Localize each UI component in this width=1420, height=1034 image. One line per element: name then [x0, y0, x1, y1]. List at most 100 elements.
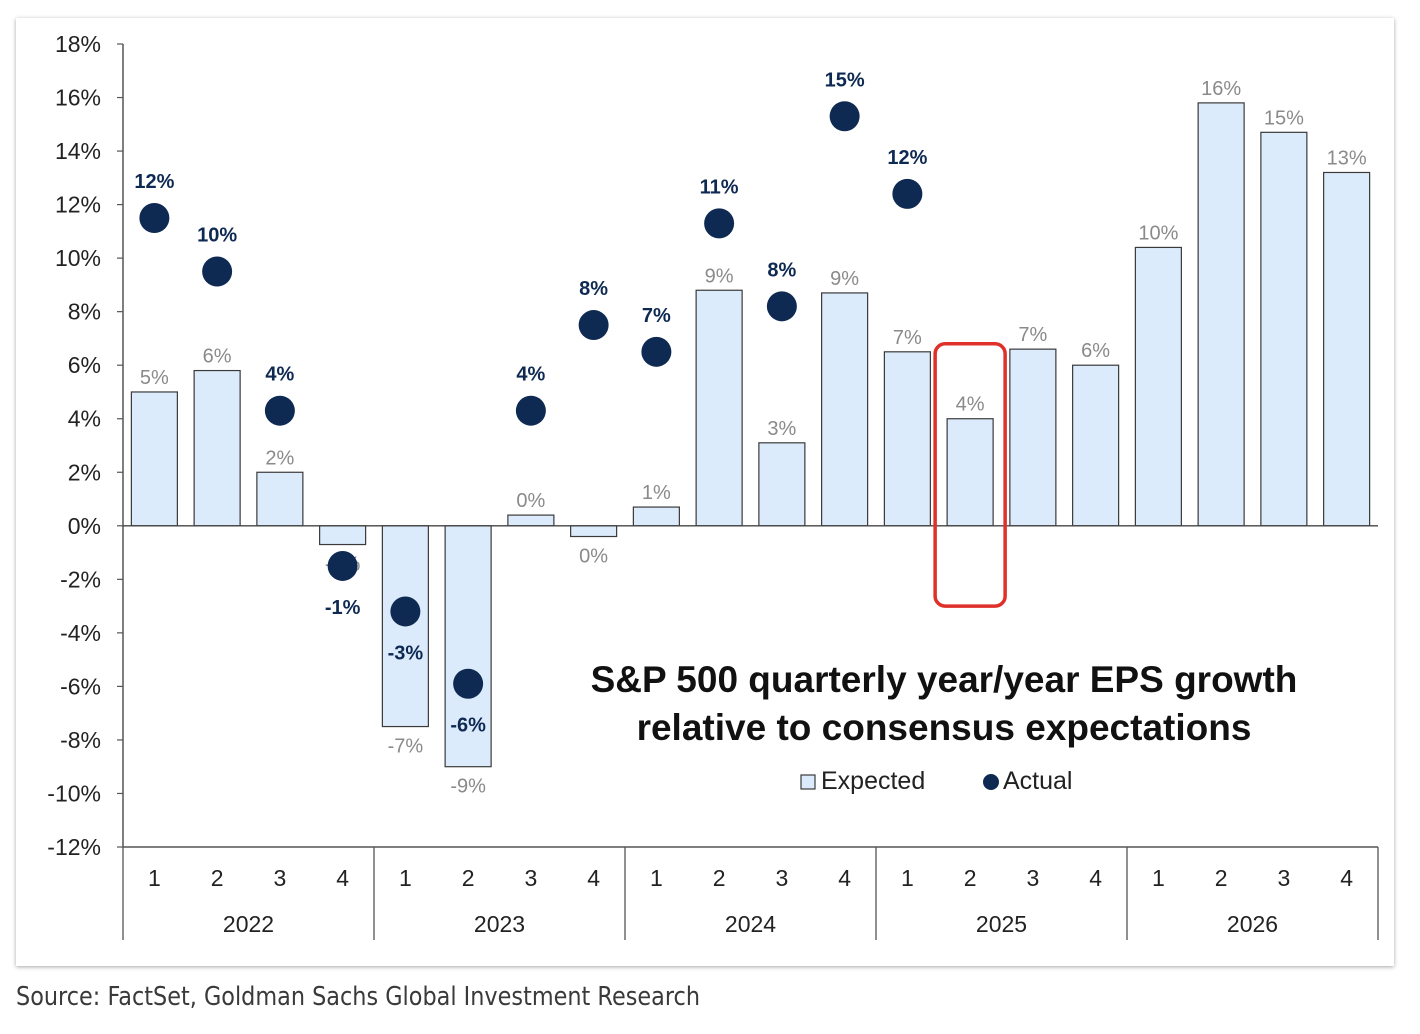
x-tick-label: 2 — [462, 865, 475, 891]
expected-data-label: 0% — [579, 546, 608, 568]
expected-data-label: 9% — [830, 268, 859, 290]
y-tick-label: -12% — [47, 834, 101, 860]
actual-data-label: -6% — [450, 715, 486, 737]
x-tick-label: 4 — [1340, 865, 1353, 891]
expected-data-label: 7% — [1018, 324, 1047, 346]
x-tick-label: 3 — [1277, 865, 1290, 891]
expected-data-label: 16% — [1201, 78, 1241, 100]
y-tick-label: 12% — [55, 192, 101, 218]
expected-data-label: 5% — [140, 367, 169, 389]
chart-card: 18% 16% 14% 12% 10% 8% 6% 4% 2% 0% -2% -4% -6% -8% -10… — [16, 18, 1394, 966]
y-tick-label: 16% — [55, 85, 101, 111]
expected-data-label: 15% — [1264, 107, 1304, 129]
actual-dot — [704, 208, 735, 239]
x-tick-label: 4 — [838, 865, 851, 891]
actual-data-label: -3% — [388, 642, 424, 664]
x-group-label: 2024 — [725, 911, 776, 937]
actual-dot — [202, 256, 233, 287]
x-tick-label: 3 — [1026, 865, 1039, 891]
x-tick-label: 1 — [901, 865, 914, 891]
y-tick-label: -2% — [60, 566, 101, 592]
expected-bar — [256, 471, 304, 527]
actual-dot — [264, 395, 295, 426]
actual-dot — [578, 310, 609, 341]
x-group-label: 2023 — [474, 911, 525, 937]
x-tick-label: 3 — [775, 865, 788, 891]
expected-bar — [193, 369, 241, 527]
highlight-box — [933, 342, 1007, 608]
y-tick-label: -8% — [60, 727, 101, 753]
source-note: Source: FactSet, Goldman Sachs Global In… — [16, 982, 700, 1012]
actual-data-label: 8% — [579, 278, 608, 300]
chart-title-line-1: S&P 500 quarterly year/year EPS growth — [591, 659, 1298, 700]
x-tick-label: 1 — [650, 865, 663, 891]
x-tick-label: 4 — [336, 865, 349, 891]
expected-data-label: 7% — [893, 327, 922, 349]
actual-data-label: 4% — [265, 364, 294, 386]
expected-bar — [946, 418, 994, 527]
expected-data-label: 4% — [956, 394, 985, 416]
x-group-label: 2026 — [1227, 911, 1278, 937]
legend-expected-label: Expected — [821, 767, 925, 795]
actual-dot — [515, 395, 546, 426]
actual-dot — [390, 596, 421, 627]
y-tick-label: -6% — [60, 673, 101, 699]
expected-data-label: -9% — [450, 776, 486, 798]
actual-data-label: -1% — [325, 597, 361, 619]
expected-bar — [821, 292, 869, 527]
expected-bar — [1323, 171, 1371, 527]
chart-title-line-2: relative to consensus expectations — [637, 707, 1252, 748]
expected-data-label: 6% — [203, 346, 232, 368]
actual-dot — [139, 202, 170, 233]
expected-data-label: 13% — [1327, 147, 1367, 169]
expected-data-label: -7% — [388, 736, 424, 758]
y-tick-label: 14% — [55, 138, 101, 164]
x-tick-label: 2 — [964, 865, 977, 891]
x-tick-label: 3 — [273, 865, 286, 891]
x-tick-label: 3 — [524, 865, 537, 891]
expected-bar — [1197, 102, 1245, 527]
x-tick-label: 2 — [1215, 865, 1228, 891]
y-tick-label: 0% — [68, 513, 101, 539]
expected-data-label: 0% — [516, 490, 545, 512]
expected-bar — [570, 525, 618, 538]
legend-expected-swatch — [800, 774, 816, 790]
x-tick-label: 2 — [211, 865, 224, 891]
expected-bar — [758, 442, 806, 527]
x-tick-label: 1 — [399, 865, 412, 891]
x-group-label: 2025 — [976, 911, 1027, 937]
expected-bar — [319, 525, 367, 546]
y-tick-label: 2% — [68, 459, 101, 485]
actual-dot — [766, 291, 797, 322]
x-tick-label: 1 — [1152, 865, 1165, 891]
expected-bar — [507, 514, 555, 527]
x-tick-label: 4 — [587, 865, 600, 891]
expected-bar — [632, 506, 680, 527]
actual-dot — [829, 101, 860, 132]
actual-data-label: 12% — [134, 171, 174, 193]
actual-dot — [453, 668, 484, 699]
y-tick-label: -10% — [47, 780, 101, 806]
actual-dot — [892, 178, 923, 209]
actual-dot — [327, 550, 358, 581]
actual-data-label: 10% — [197, 225, 237, 247]
y-tick-label: 18% — [55, 31, 101, 57]
y-tick-label: -4% — [60, 620, 101, 646]
actual-data-label: 7% — [642, 305, 671, 327]
expected-data-label: 6% — [1081, 340, 1110, 362]
y-tick-label: 4% — [68, 406, 101, 432]
expected-bar — [444, 525, 492, 768]
expected-bar — [1009, 348, 1057, 527]
expected-bar — [883, 351, 931, 527]
expected-data-label: 3% — [767, 418, 796, 440]
actual-data-label: 12% — [887, 147, 927, 169]
y-tick-label: 6% — [68, 352, 101, 378]
actual-data-label: 15% — [825, 69, 865, 91]
x-tick-label: 4 — [1089, 865, 1102, 891]
y-tick-label: 8% — [68, 299, 101, 325]
y-tick-label: 10% — [55, 245, 101, 271]
actual-data-label: 8% — [767, 259, 796, 281]
actual-data-label: 4% — [516, 364, 545, 386]
eps-growth-chart: 18%16%14%12%10%8%6%4%2%0%-2%-4%-6%-8%-10… — [47, 31, 1379, 940]
expected-data-label: 9% — [705, 265, 734, 287]
